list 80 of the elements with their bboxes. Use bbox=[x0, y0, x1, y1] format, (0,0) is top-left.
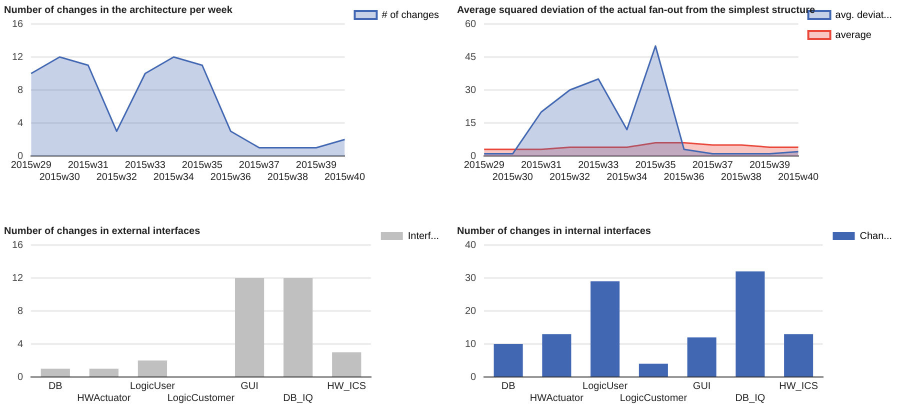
y-tick-label: 8 bbox=[18, 84, 24, 96]
x-tick-label: 2015w38 bbox=[720, 172, 762, 183]
y-tick-label: 4 bbox=[18, 118, 24, 129]
legend-label: average bbox=[835, 30, 872, 41]
y-tick-label: 0 bbox=[470, 150, 477, 162]
x-tick-label: HW_ICS bbox=[779, 380, 818, 392]
chart-title: Average squared deviation of the actual fan-out from the simplest structure bbox=[457, 4, 816, 16]
x-tick-label: DB_IQ bbox=[735, 392, 766, 404]
y-tick-label: 4 bbox=[18, 338, 24, 350]
legend-label: # of changes bbox=[382, 10, 439, 21]
x-tick-label: HWActuator bbox=[530, 392, 584, 404]
legend-label: avg. deviat... bbox=[835, 10, 892, 21]
x-tick-label: 2015w31 bbox=[520, 160, 562, 171]
x-tick-label: 2015w30 bbox=[492, 172, 534, 183]
x-tick-label: 2015w29 bbox=[464, 160, 505, 171]
x-tick-label: 2015w35 bbox=[182, 160, 223, 171]
bar bbox=[590, 281, 620, 376]
x-tick-label: 2015w33 bbox=[124, 160, 166, 171]
y-tick-label: 0 bbox=[18, 372, 24, 383]
y-tick-label: 0 bbox=[18, 150, 24, 162]
x-tick-label: 2015w29 bbox=[10, 160, 52, 171]
x-tick-label: 2015w37 bbox=[238, 160, 280, 171]
x-tick-label: DB_IQ bbox=[283, 392, 314, 404]
y-tick-label: 45 bbox=[465, 52, 477, 63]
x-tick-label: 2015w38 bbox=[267, 172, 308, 183]
legend-label: Chan... bbox=[860, 230, 892, 242]
x-tick-label: 2015w36 bbox=[664, 172, 705, 183]
y-tick-label: 12 bbox=[12, 272, 24, 284]
bar bbox=[494, 344, 523, 376]
chart-title: Number of changes in internal interfaces bbox=[457, 226, 652, 237]
x-tick-label: HWActuator bbox=[77, 392, 132, 404]
x-tick-label: DB bbox=[501, 380, 516, 392]
x-tick-label: GUI bbox=[240, 380, 258, 392]
x-tick-label: LogicUser bbox=[582, 380, 628, 392]
x-tick-label: LogicCustomer bbox=[620, 392, 688, 404]
y-tick-label: 16 bbox=[12, 240, 24, 251]
y-tick-label: 0 bbox=[470, 372, 477, 383]
bar bbox=[284, 278, 313, 376]
x-tick-label: 2015w34 bbox=[606, 172, 648, 183]
x-tick-label: 2015w33 bbox=[578, 160, 620, 171]
y-tick-label: 8 bbox=[18, 306, 24, 317]
bar bbox=[89, 368, 118, 376]
x-tick-label: 2015w40 bbox=[778, 172, 820, 183]
bar bbox=[542, 334, 572, 376]
x-tick-label: 2015w32 bbox=[96, 172, 138, 183]
chart-title: Number of changes in external interfaces bbox=[4, 226, 201, 237]
bar bbox=[40, 368, 70, 376]
y-tick-label: 60 bbox=[465, 18, 477, 30]
chart-title: Number of changes in the architecture per week bbox=[4, 4, 233, 16]
y-tick-label: 40 bbox=[465, 240, 477, 251]
y-tick-label: 16 bbox=[12, 18, 24, 30]
x-tick-label: 2015w36 bbox=[210, 172, 252, 183]
bar bbox=[687, 337, 716, 376]
legend-label: Interf... bbox=[408, 230, 439, 242]
x-tick-label: DB bbox=[48, 380, 63, 392]
y-tick-label: 15 bbox=[465, 118, 477, 129]
x-tick-label: 2015w32 bbox=[550, 172, 591, 183]
y-tick-label: 30 bbox=[465, 272, 477, 284]
y-tick-label: 12 bbox=[12, 52, 24, 63]
y-tick-label: 30 bbox=[465, 84, 477, 96]
x-tick-label: GUI bbox=[692, 380, 711, 392]
x-tick-label: HW_ICS bbox=[327, 380, 366, 392]
bar bbox=[138, 360, 168, 376]
y-tick-label: 10 bbox=[465, 338, 477, 350]
x-tick-label: 2015w37 bbox=[692, 160, 734, 171]
bar bbox=[638, 364, 668, 376]
x-tick-label: 2015w30 bbox=[39, 172, 80, 183]
x-tick-label: 2015w39 bbox=[749, 160, 790, 171]
bar bbox=[784, 334, 814, 376]
x-tick-label: 2015w35 bbox=[635, 160, 676, 171]
bar bbox=[736, 271, 765, 376]
x-tick-label: LogicUser bbox=[130, 380, 176, 392]
y-tick-label: 20 bbox=[465, 306, 477, 317]
bar bbox=[234, 278, 264, 376]
x-tick-label: 2015w39 bbox=[296, 160, 337, 171]
x-tick-label: 2015w31 bbox=[68, 160, 109, 171]
x-tick-label: 2015w40 bbox=[324, 172, 366, 183]
x-tick-label: LogicCustomer bbox=[167, 392, 236, 404]
bar bbox=[332, 352, 362, 376]
x-tick-label: 2015w34 bbox=[153, 172, 194, 183]
